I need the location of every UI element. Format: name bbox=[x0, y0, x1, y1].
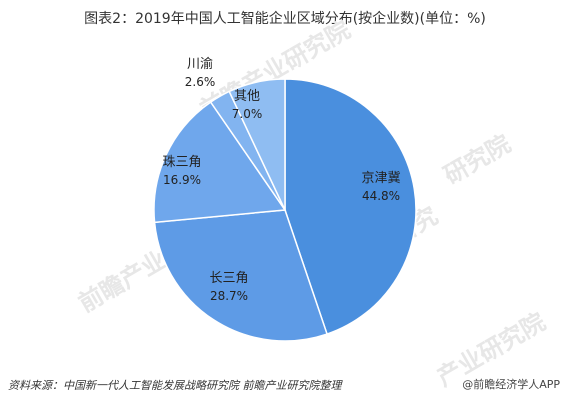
slice-label: 其他 bbox=[234, 89, 260, 104]
pie-slices bbox=[153, 78, 417, 342]
slice-label: 川渝 bbox=[187, 56, 213, 72]
source-note: 资料来源：中国新一代人工智能发展战略研究院 前瞻产业研究院整理 bbox=[8, 379, 342, 392]
pie-labels: 京津冀 44.8% 长三角 28.7% 珠三角 16.9% 川渝 2.6% 其他 7.0% bbox=[162, 56, 400, 303]
pie-slice bbox=[284, 78, 417, 336]
slice-value-label: 2.6% bbox=[185, 75, 216, 89]
slice-value-label: 16.9% bbox=[163, 173, 201, 187]
pie-slice bbox=[153, 209, 328, 342]
slice-label: 京津冀 bbox=[361, 170, 400, 186]
slice-value-label: 7.0% bbox=[232, 107, 263, 121]
slice-value-label: 44.8% bbox=[362, 189, 400, 203]
chart-title: 图表2：2019年中国人工智能企业区域分布(按企业数)(单位：%) bbox=[84, 11, 486, 27]
pie-slice bbox=[153, 101, 287, 224]
pie-slice bbox=[228, 78, 286, 211]
slice-value-label: 28.7% bbox=[210, 289, 248, 303]
brand-credit: @前瞻经济学人APP bbox=[462, 378, 560, 391]
slice-label: 长三角 bbox=[209, 271, 248, 286]
slice-label: 珠三角 bbox=[162, 155, 201, 170]
